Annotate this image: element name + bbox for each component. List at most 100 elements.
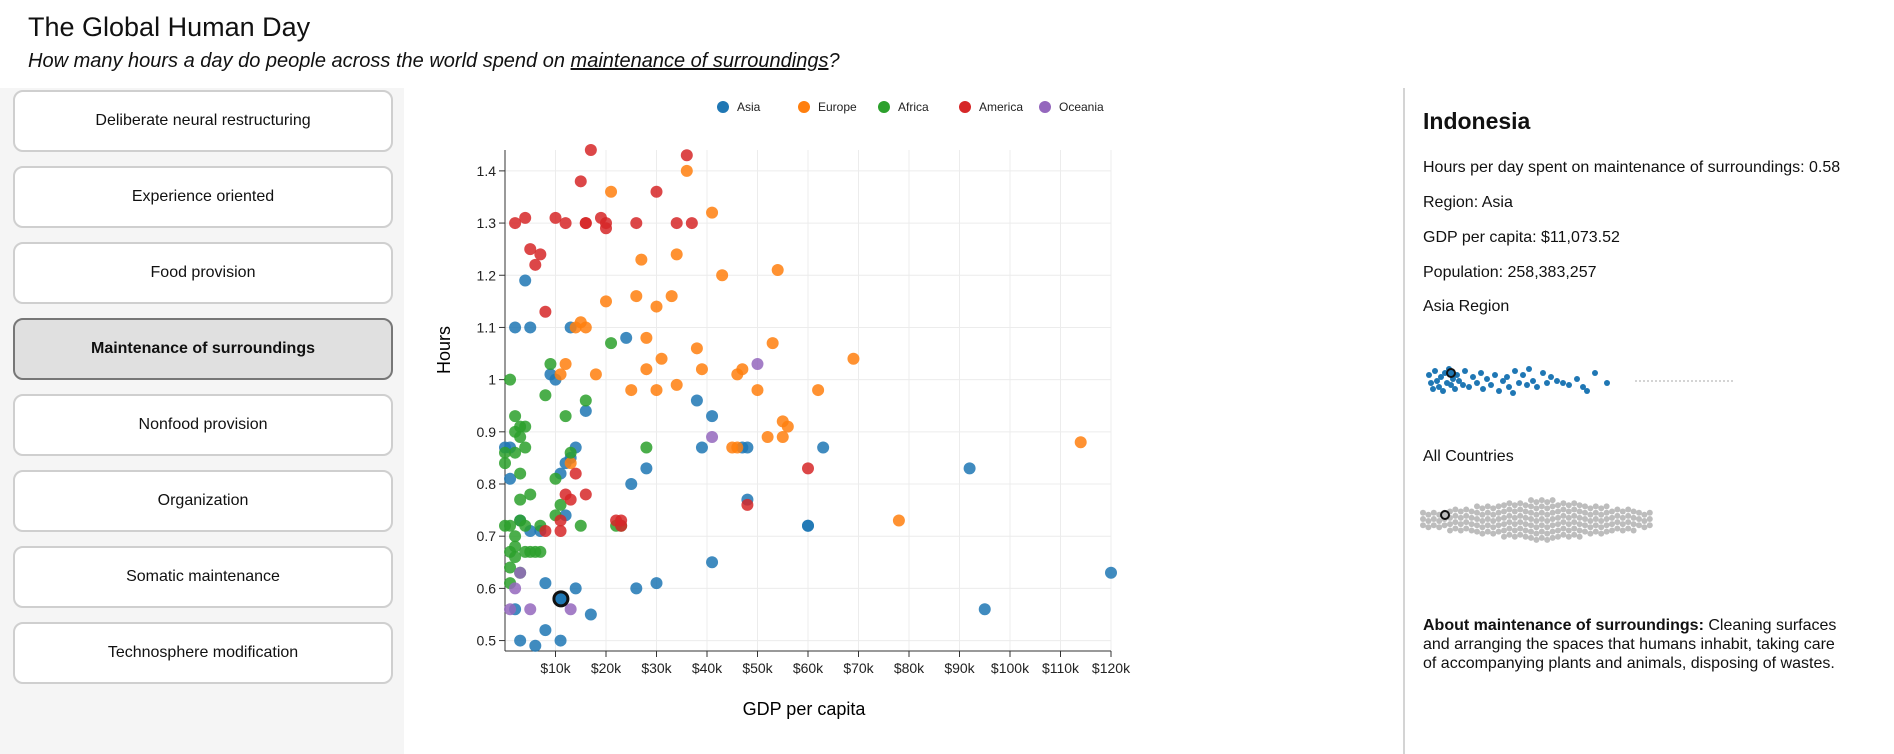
- point-europe[interactable]: [776, 431, 789, 444]
- point-africa[interactable]: [504, 561, 517, 574]
- category-button-deliberate-neural-restructuring[interactable]: Deliberate neural restructuring: [13, 90, 393, 152]
- point-africa[interactable]: [579, 394, 592, 407]
- point-america[interactable]: [539, 305, 552, 318]
- category-button-technosphere-modification[interactable]: Technosphere modification: [13, 622, 393, 684]
- point-america[interactable]: [680, 149, 693, 162]
- point-europe[interactable]: [559, 357, 572, 370]
- point-america[interactable]: [549, 211, 562, 224]
- point-oceania[interactable]: [564, 603, 577, 616]
- point-asia[interactable]: [650, 577, 663, 590]
- point-asia[interactable]: [620, 331, 633, 344]
- point-europe[interactable]: [1074, 436, 1087, 449]
- point-asia[interactable]: [625, 478, 638, 490]
- point-america[interactable]: [670, 217, 683, 230]
- point-america[interactable]: [529, 258, 542, 271]
- point-europe[interactable]: [766, 337, 779, 350]
- point-america[interactable]: [685, 217, 698, 230]
- point-europe[interactable]: [640, 363, 653, 376]
- point-america[interactable]: [600, 222, 612, 235]
- point-europe[interactable]: [812, 384, 825, 397]
- point-america[interactable]: [554, 524, 567, 537]
- point-africa[interactable]: [549, 472, 562, 485]
- point-america[interactable]: [559, 217, 572, 230]
- point-america[interactable]: [519, 211, 532, 224]
- point-asia[interactable]: [817, 441, 830, 454]
- point-africa[interactable]: [519, 420, 532, 433]
- point-america[interactable]: [650, 185, 663, 198]
- point-america[interactable]: [630, 217, 643, 230]
- point-america[interactable]: [802, 462, 814, 475]
- point-america[interactable]: [579, 217, 592, 230]
- category-button-somatic-maintenance[interactable]: Somatic maintenance: [13, 546, 393, 608]
- point-highlighted-country[interactable]: [552, 590, 570, 608]
- point-europe[interactable]: [650, 384, 663, 397]
- point-africa[interactable]: [519, 441, 532, 454]
- point-africa[interactable]: [519, 519, 532, 532]
- point-europe[interactable]: [731, 441, 744, 454]
- point-america[interactable]: [579, 488, 592, 501]
- point-africa[interactable]: [524, 488, 537, 501]
- point-africa[interactable]: [514, 431, 527, 444]
- point-europe[interactable]: [670, 248, 683, 261]
- point-europe[interactable]: [736, 363, 749, 376]
- point-america[interactable]: [569, 467, 582, 480]
- point-america[interactable]: [539, 524, 552, 537]
- point-africa[interactable]: [509, 551, 522, 564]
- point-asia[interactable]: [504, 472, 517, 485]
- point-europe[interactable]: [751, 384, 764, 397]
- point-africa[interactable]: [539, 389, 552, 402]
- point-africa[interactable]: [504, 373, 517, 386]
- point-europe[interactable]: [665, 290, 678, 303]
- point-america[interactable]: [509, 217, 522, 230]
- point-europe[interactable]: [706, 206, 719, 219]
- point-europe[interactable]: [589, 368, 602, 381]
- point-africa[interactable]: [514, 493, 527, 506]
- point-europe[interactable]: [680, 164, 693, 177]
- point-asia[interactable]: [978, 603, 991, 616]
- point-africa[interactable]: [605, 337, 618, 350]
- point-asia[interactable]: [554, 634, 567, 647]
- point-africa[interactable]: [640, 441, 653, 454]
- point-asia[interactable]: [741, 441, 754, 454]
- point-europe[interactable]: [690, 342, 703, 355]
- category-button-nonfood-provision[interactable]: Nonfood provision: [13, 394, 393, 456]
- point-africa[interactable]: [574, 519, 587, 532]
- point-europe[interactable]: [579, 321, 592, 334]
- point-africa[interactable]: [509, 530, 522, 543]
- point-africa[interactable]: [534, 545, 547, 558]
- point-asia[interactable]: [1105, 566, 1117, 579]
- point-africa[interactable]: [559, 410, 572, 423]
- point-america[interactable]: [615, 514, 628, 527]
- category-button-food-provision[interactable]: Food provision: [13, 242, 393, 304]
- point-asia[interactable]: [630, 582, 643, 595]
- category-button-maintenance-of-surroundings[interactable]: Maintenance of surroundings: [13, 318, 393, 380]
- point-europe[interactable]: [635, 253, 648, 266]
- point-asia[interactable]: [524, 321, 537, 334]
- point-africa[interactable]: [554, 498, 567, 511]
- point-asia[interactable]: [519, 274, 532, 287]
- point-europe[interactable]: [771, 264, 784, 277]
- point-africa[interactable]: [504, 519, 517, 532]
- point-africa[interactable]: [514, 467, 527, 480]
- point-europe[interactable]: [655, 352, 668, 365]
- point-america[interactable]: [524, 243, 537, 256]
- point-asia[interactable]: [690, 394, 703, 407]
- point-oceania[interactable]: [751, 357, 764, 370]
- point-europe[interactable]: [892, 514, 905, 527]
- point-asia[interactable]: [529, 639, 542, 652]
- point-europe[interactable]: [630, 290, 643, 303]
- point-europe[interactable]: [625, 384, 638, 397]
- point-america[interactable]: [564, 493, 577, 506]
- point-europe[interactable]: [600, 295, 612, 308]
- category-button-experience-oriented[interactable]: Experience oriented: [13, 166, 393, 228]
- category-button-organization[interactable]: Organization: [13, 470, 393, 532]
- point-america[interactable]: [741, 498, 754, 511]
- point-europe[interactable]: [554, 368, 567, 381]
- point-america[interactable]: [534, 248, 547, 261]
- point-europe[interactable]: [781, 420, 794, 433]
- point-africa[interactable]: [499, 457, 511, 470]
- point-asia[interactable]: [539, 577, 552, 590]
- point-oceania[interactable]: [524, 603, 537, 616]
- point-europe[interactable]: [640, 331, 653, 344]
- point-asia[interactable]: [963, 462, 976, 475]
